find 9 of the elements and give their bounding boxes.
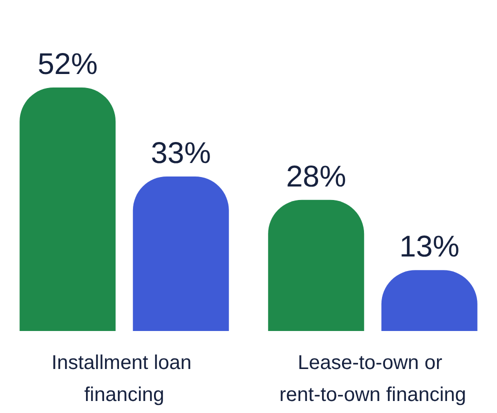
- bar: [20, 87, 116, 331]
- bar: [268, 200, 364, 331]
- x-tick-label: Installment loan financing: [51, 352, 198, 406]
- x-tick-label: Lease-to-own or rent-to-own financing: [279, 352, 466, 406]
- data-label: 33%: [150, 136, 211, 170]
- data-label: 52%: [38, 48, 98, 81]
- bar: [132, 176, 229, 331]
- data-label: 28%: [286, 160, 346, 194]
- data-label: 13%: [399, 230, 460, 264]
